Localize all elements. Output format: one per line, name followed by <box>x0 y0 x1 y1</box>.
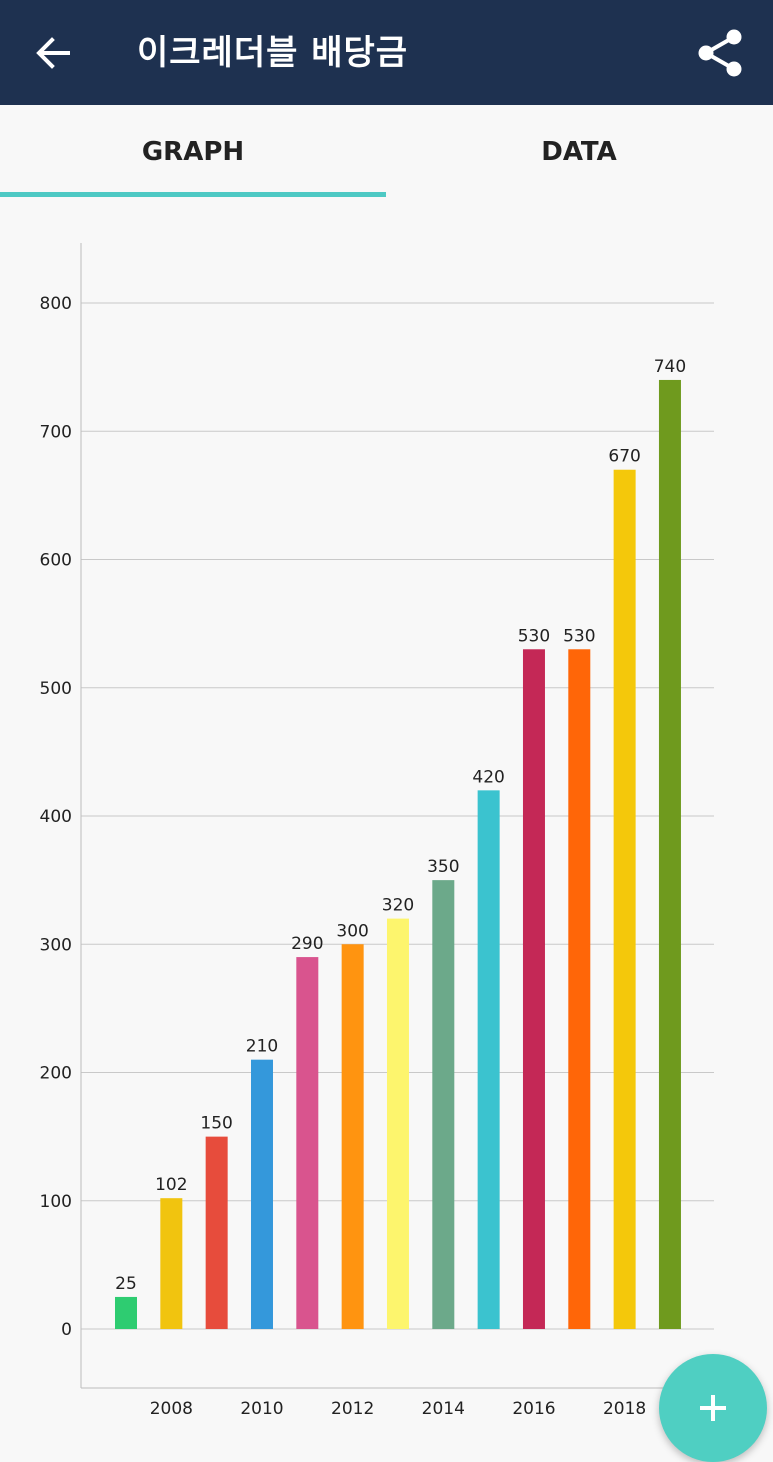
arrow-back-icon <box>36 37 70 69</box>
y-tick-label: 300 <box>40 935 72 955</box>
app-bar: 이크레더블 배당금 <box>0 0 773 105</box>
bar-2013 <box>386 918 409 1329</box>
add-button[interactable] <box>659 1354 767 1462</box>
bar-2018 <box>613 469 636 1330</box>
chart-area: 0 100 200 300 400 500 600 700 800 25 102 150 210 290 3… <box>0 197 773 1421</box>
back-button[interactable] <box>30 30 76 76</box>
share-button[interactable] <box>694 27 746 79</box>
bar-2009 <box>205 1136 228 1329</box>
bar-2014 <box>432 880 455 1329</box>
page-title: 이크레더블 배당금 <box>137 33 409 73</box>
bar-value-label: 420 <box>472 767 504 787</box>
y-tick-label: 400 <box>40 807 72 827</box>
x-tick-label: 2014 <box>422 1399 465 1419</box>
bar-value-label: 290 <box>291 934 323 954</box>
tab-data[interactable]: DATA <box>541 137 617 167</box>
bar-2019 <box>658 379 681 1329</box>
x-tick-label: 2012 <box>331 1399 374 1419</box>
share-icon <box>698 29 742 77</box>
tab-indicator <box>0 192 386 197</box>
x-tick-label: 2008 <box>150 1399 193 1419</box>
y-tick-label: 700 <box>40 422 72 442</box>
bar-chart: 0 100 200 300 400 500 600 700 800 25 102 150 210 290 3… <box>40 243 714 1419</box>
bar-value-label: 210 <box>246 1037 278 1057</box>
bar-2017 <box>568 649 591 1329</box>
y-tick-label: 500 <box>40 679 72 699</box>
bar-2016 <box>522 649 545 1329</box>
bar-value-label: 300 <box>336 921 368 941</box>
bar-value-label: 320 <box>382 896 414 916</box>
y-tick-label: 200 <box>40 1064 72 1084</box>
bar-2012 <box>341 944 364 1329</box>
bar-value-label: 102 <box>155 1175 187 1195</box>
y-tick-label: 600 <box>40 551 72 571</box>
y-tick-label: 0 <box>61 1320 72 1340</box>
bar-2011 <box>296 957 319 1329</box>
plus-icon <box>700 1395 726 1421</box>
bar-2007 <box>115 1296 137 1329</box>
x-tick-label: 2016 <box>512 1399 555 1419</box>
tab-graph[interactable]: GRAPH <box>141 137 245 167</box>
bar-2008 <box>160 1198 183 1329</box>
bar-2015 <box>477 790 500 1329</box>
x-tick-label: 2010 <box>240 1399 283 1419</box>
bar-value-label: 740 <box>654 357 686 377</box>
bar-value-label: 670 <box>608 447 640 467</box>
tab-bar: GRAPH DATA <box>0 105 773 197</box>
y-tick-label: 800 <box>40 294 72 314</box>
x-tick-label: 2018 <box>603 1399 646 1419</box>
bar-value-label: 150 <box>200 1114 232 1134</box>
y-tick-label: 100 <box>40 1192 72 1212</box>
bar-value-label: 25 <box>115 1274 137 1294</box>
bar-value-label: 530 <box>518 626 550 646</box>
bar-2010 <box>250 1059 273 1329</box>
bar-value-label: 530 <box>563 626 595 646</box>
bar-value-label: 350 <box>427 857 459 877</box>
